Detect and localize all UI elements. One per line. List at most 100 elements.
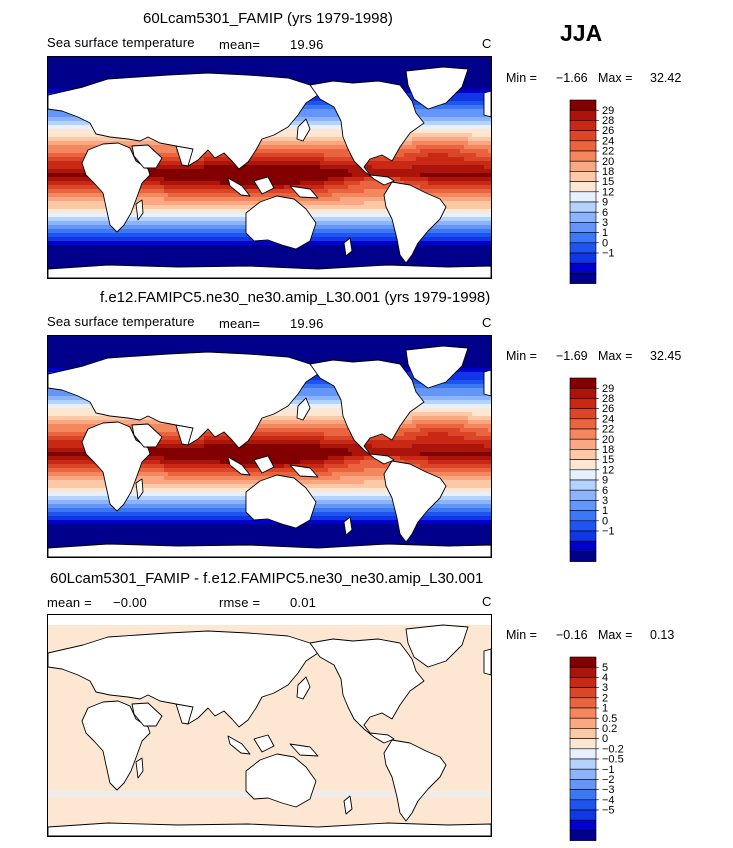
field-cell bbox=[168, 145, 173, 150]
field-cell bbox=[448, 161, 453, 166]
field-cell bbox=[48, 57, 53, 62]
field-cell bbox=[336, 73, 341, 78]
field-cell bbox=[308, 205, 313, 210]
field-cell bbox=[56, 85, 61, 90]
field-cell bbox=[52, 113, 57, 118]
field-cell bbox=[440, 161, 445, 166]
field-cell bbox=[420, 145, 425, 150]
field-cell bbox=[216, 213, 221, 218]
field-cell bbox=[68, 113, 73, 118]
field-cell bbox=[72, 181, 77, 186]
field-cell bbox=[428, 109, 433, 114]
field-cell bbox=[480, 217, 485, 222]
field-cell bbox=[436, 113, 441, 118]
field-cell bbox=[480, 153, 485, 158]
field-cell bbox=[332, 129, 337, 134]
field-cell bbox=[100, 137, 105, 142]
field-cell bbox=[280, 145, 285, 150]
field-cell bbox=[72, 69, 77, 74]
field-cell bbox=[340, 77, 345, 82]
field-cell bbox=[320, 121, 325, 126]
field-cell bbox=[176, 61, 181, 66]
field-cell bbox=[224, 233, 229, 238]
field-cell bbox=[440, 113, 445, 118]
field-cell bbox=[468, 121, 473, 126]
field-cell bbox=[432, 161, 437, 166]
field-cell bbox=[396, 169, 401, 174]
field-cell bbox=[68, 65, 73, 70]
field-cell bbox=[68, 149, 73, 154]
field-cell bbox=[468, 93, 473, 98]
field-cell bbox=[224, 161, 229, 166]
field-cell bbox=[52, 129, 57, 134]
field-cell bbox=[68, 141, 73, 146]
field-cell bbox=[484, 65, 489, 70]
field-cell bbox=[144, 73, 149, 78]
field-cell bbox=[48, 141, 53, 146]
field-cell bbox=[396, 165, 401, 170]
field-cell bbox=[388, 181, 393, 186]
field-cell bbox=[432, 57, 437, 62]
field-cell bbox=[444, 213, 449, 218]
field-cell bbox=[332, 133, 337, 138]
field-cell bbox=[144, 181, 149, 186]
field-cell bbox=[280, 189, 285, 194]
field-cell bbox=[336, 181, 341, 186]
field-cell bbox=[488, 77, 491, 82]
field-cell bbox=[60, 137, 65, 142]
field-cell bbox=[184, 65, 189, 70]
field-cell bbox=[452, 205, 457, 210]
field-cell bbox=[472, 201, 477, 206]
field-cell bbox=[480, 129, 485, 134]
field-cell bbox=[400, 177, 405, 182]
field-cell bbox=[128, 61, 133, 66]
field-cell bbox=[76, 213, 81, 218]
field-cell bbox=[80, 173, 85, 178]
field-cell bbox=[456, 177, 461, 182]
field-cell bbox=[444, 57, 449, 62]
field-cell bbox=[312, 97, 317, 102]
field-cell bbox=[384, 69, 389, 74]
field-cell bbox=[292, 137, 297, 142]
field-cell bbox=[372, 181, 377, 186]
field-cell bbox=[164, 209, 169, 214]
field-cell bbox=[428, 165, 433, 170]
field-cell bbox=[352, 229, 357, 234]
field-cell bbox=[424, 141, 429, 146]
field-cell bbox=[252, 169, 257, 174]
field-cell bbox=[272, 57, 277, 62]
field-cell bbox=[280, 181, 285, 186]
field-cell bbox=[192, 197, 197, 202]
field-cell bbox=[352, 217, 357, 222]
field-cell bbox=[456, 57, 461, 62]
field-cell bbox=[272, 73, 277, 78]
field-cell bbox=[424, 129, 429, 134]
field-cell bbox=[356, 177, 361, 182]
field-cell bbox=[68, 69, 73, 74]
field-cell bbox=[448, 189, 453, 194]
field-cell bbox=[408, 137, 413, 142]
field-cell bbox=[76, 165, 81, 170]
field-cell bbox=[344, 205, 349, 210]
field-cell bbox=[48, 125, 53, 130]
field-cell bbox=[480, 137, 485, 142]
field-cell bbox=[72, 221, 77, 226]
field-cell bbox=[48, 157, 53, 162]
field-cell bbox=[456, 93, 461, 98]
field-cell bbox=[180, 181, 185, 186]
field-cell bbox=[320, 189, 325, 194]
field-cell bbox=[344, 213, 349, 218]
field-cell bbox=[100, 141, 105, 146]
field-cell bbox=[184, 69, 189, 74]
field-cell bbox=[184, 233, 189, 238]
field-cell bbox=[308, 101, 313, 106]
field-cell bbox=[332, 221, 337, 226]
field-cell bbox=[220, 65, 225, 70]
field-cell bbox=[148, 141, 153, 146]
field-cell bbox=[308, 177, 313, 182]
field-cell bbox=[224, 177, 229, 182]
field-cell bbox=[68, 217, 73, 222]
field-cell bbox=[88, 229, 93, 234]
field-cell bbox=[264, 165, 269, 170]
field-cell bbox=[360, 193, 365, 198]
